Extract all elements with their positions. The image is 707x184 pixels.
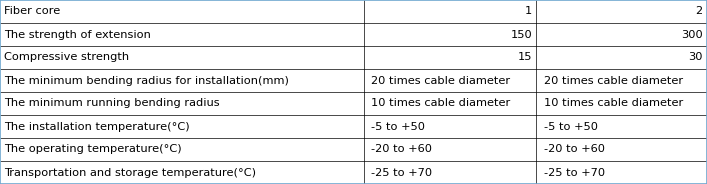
Text: -20 to +60: -20 to +60 [371,144,432,155]
Text: -5 to +50: -5 to +50 [544,121,598,132]
Bar [0,69,363,92]
Text: -25 to +70: -25 to +70 [544,167,605,178]
Text: 1: 1 [525,6,532,17]
Text: 15: 15 [518,52,532,63]
Bar [537,138,707,161]
Text: The minimum bending radius for installation(mm): The minimum bending radius for installat… [4,75,289,86]
Bar [0,0,363,23]
Bar [537,69,707,92]
Bar [363,69,537,92]
Text: -25 to +70: -25 to +70 [371,167,433,178]
Bar [363,138,537,161]
Bar [0,23,363,46]
Text: 2: 2 [696,6,703,17]
Bar [537,23,707,46]
Text: The strength of extension: The strength of extension [4,29,151,40]
Bar [363,115,537,138]
Text: 30: 30 [688,52,703,63]
Bar [0,92,363,115]
Bar [363,161,537,184]
Bar [0,161,363,184]
Text: -20 to +60: -20 to +60 [544,144,605,155]
Bar [537,161,707,184]
Text: The operating temperature(°C): The operating temperature(°C) [4,144,182,155]
Bar [363,0,537,23]
Text: The minimum running bending radius: The minimum running bending radius [4,98,220,109]
Bar [363,92,537,115]
Text: Transportation and storage temperature(°C): Transportation and storage temperature(°… [4,167,256,178]
Text: The installation temperature(°C): The installation temperature(°C) [4,121,190,132]
Text: Compressive strength: Compressive strength [4,52,129,63]
Text: 20 times cable diameter: 20 times cable diameter [544,75,683,86]
Text: 20 times cable diameter: 20 times cable diameter [371,75,510,86]
Bar [537,0,707,23]
Text: Fiber core: Fiber core [4,6,61,17]
Bar [0,46,363,69]
Bar [363,23,537,46]
Bar [363,46,537,69]
Bar [0,115,363,138]
Bar [537,46,707,69]
Bar [537,92,707,115]
Text: 300: 300 [681,29,703,40]
Bar [0,138,363,161]
Text: 10 times cable diameter: 10 times cable diameter [371,98,510,109]
Text: -5 to +50: -5 to +50 [371,121,426,132]
Text: 150: 150 [510,29,532,40]
Bar [537,115,707,138]
Text: 10 times cable diameter: 10 times cable diameter [544,98,683,109]
